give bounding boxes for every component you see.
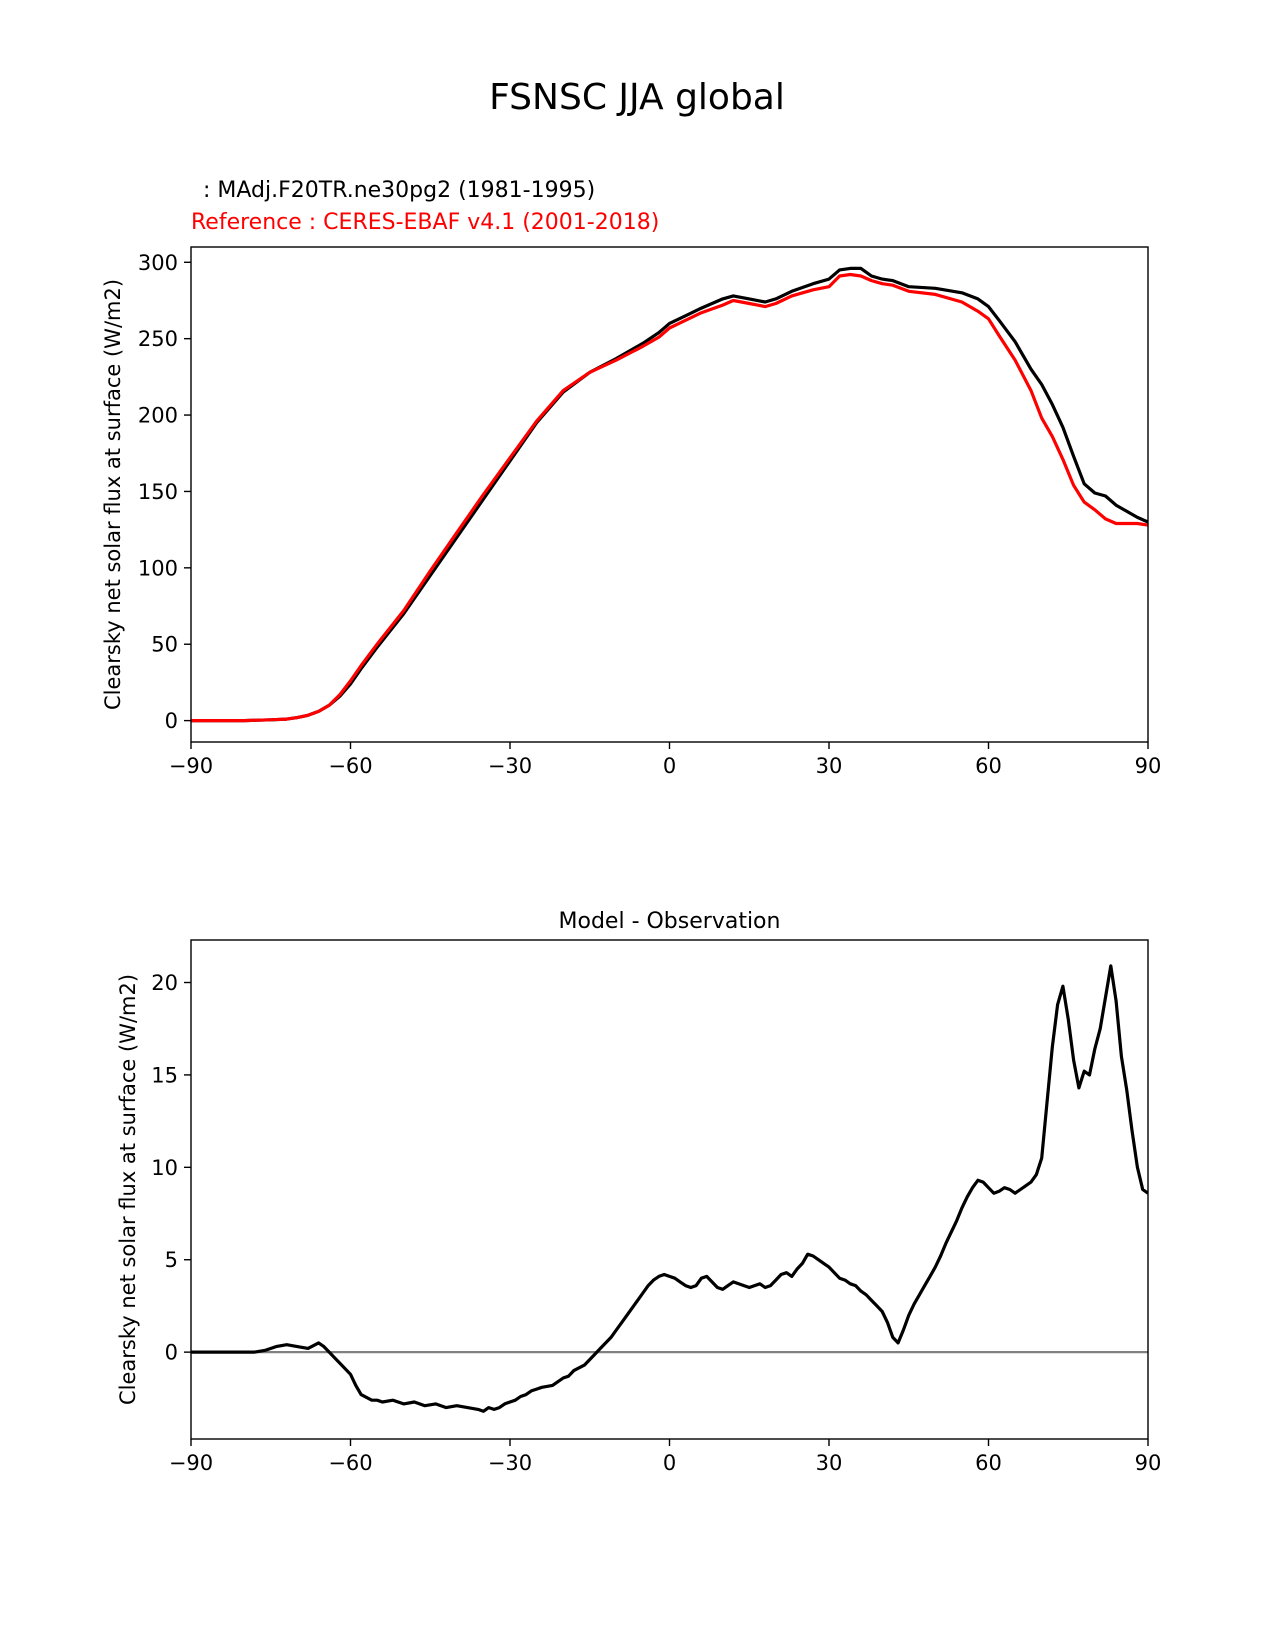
series-line-test (191, 266, 1148, 723)
series-line-reference (191, 272, 1148, 723)
series-line-difference (191, 964, 1148, 1413)
reference-case-label: Reference : CERES-EBAF v4.1 (2001-2018) (191, 210, 659, 235)
difference-line-chart: −90 −60 −30 0 30 60 90 0 5 10 15 20 Clearsky net sol… (116, 909, 1161, 1475)
x-tick-label: 60 (975, 1451, 1002, 1475)
x-tick-label: −60 (328, 1451, 372, 1475)
y-tick-label: 0 (165, 1341, 178, 1365)
y-tick-label: 150 (138, 480, 178, 504)
x-tick-label: 60 (975, 754, 1002, 778)
y-tick-label: 250 (138, 327, 178, 351)
x-tick-label: −60 (328, 754, 372, 778)
x-tick-label: 0 (663, 754, 676, 778)
y-tick-label: 10 (151, 1156, 178, 1180)
x-tick-label: 30 (816, 1451, 843, 1475)
y-tick-label: 200 (138, 404, 178, 428)
x-tick-label: 0 (663, 1451, 676, 1475)
plot-frame (190, 246, 1149, 743)
y-tick-label: 50 (151, 633, 178, 657)
x-tick-label: −90 (169, 754, 213, 778)
y-tick-label: 20 (151, 971, 178, 995)
y-tick-label: 0 (165, 709, 178, 733)
figure-title: FSNSC JJA global (489, 77, 785, 118)
test-case-label: : MAdj.F20TR.ne30pg2 (1981-1995) (196, 178, 595, 203)
x-tick-label: 30 (816, 754, 843, 778)
y-axis-label: Clearsky net solar flux at surface (W/m2… (116, 974, 140, 1405)
subplot-title: Model - Observation (559, 909, 781, 934)
y-tick-label: 300 (138, 251, 178, 275)
x-tick-label: 90 (1135, 1451, 1162, 1475)
top-line-chart: −90 −60 −30 0 30 60 90 0 50 100 150 200 250 300 Clears… (101, 246, 1162, 778)
y-tick-label: 100 (138, 556, 178, 580)
x-tick-label: −90 (169, 1451, 213, 1475)
y-tick-label: 5 (165, 1248, 178, 1272)
x-tick-label: −30 (488, 1451, 532, 1475)
x-tick-label: −30 (488, 754, 532, 778)
y-tick-label: 15 (151, 1063, 178, 1087)
x-tick-label: 90 (1135, 754, 1162, 778)
y-axis-label: Clearsky net solar flux at surface (W/m2… (101, 279, 125, 710)
